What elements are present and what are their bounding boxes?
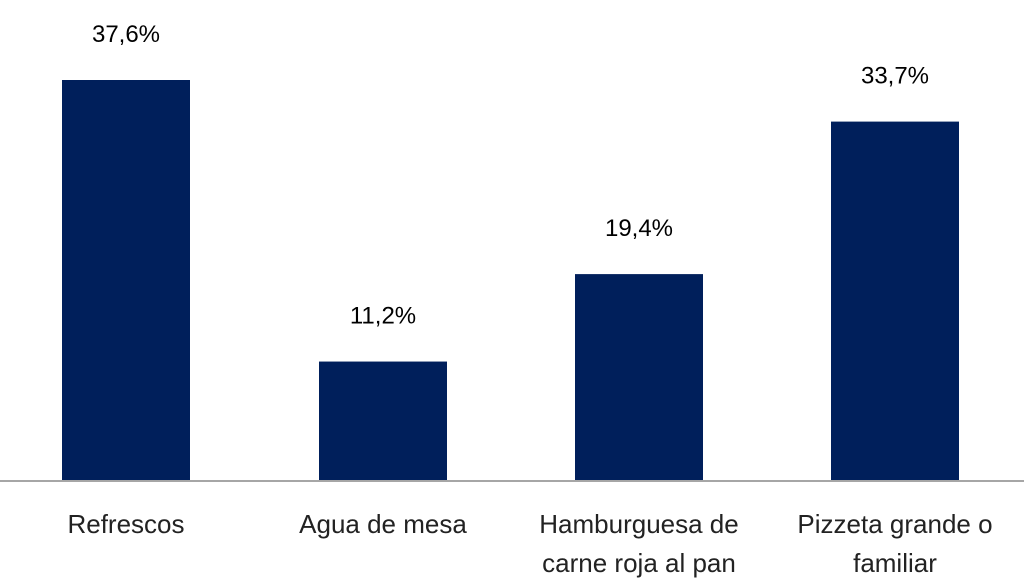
x-tick-label-4: Pizzeta grande o familiar <box>797 509 992 578</box>
x-tick-label-line: carne roja al pan <box>542 548 736 578</box>
x-tick-label-line: Refrescos <box>67 509 184 539</box>
bar-2 <box>319 361 447 481</box>
data-label-4: 33,7% <box>861 63 929 90</box>
bar-3 <box>575 274 703 481</box>
x-tick-label-1: Refrescos <box>67 509 184 539</box>
bar-4 <box>831 121 959 482</box>
x-tick-label-line: Hamburguesa de <box>539 509 738 539</box>
x-tick-label-3: Hamburguesa de carne roja al pan <box>539 509 738 578</box>
bar-1 <box>62 80 190 481</box>
x-tick-label-line: Pizzeta grande o <box>797 509 992 539</box>
x-tick-label-line: Agua de mesa <box>299 509 467 539</box>
data-label-2: 11,2% <box>350 303 416 330</box>
x-tick-label-line: familiar <box>853 548 937 578</box>
x-tick-label-2: Agua de mesa <box>299 509 467 539</box>
data-label-3: 19,4% <box>605 215 673 242</box>
data-label-1: 37,6% <box>92 21 160 48</box>
